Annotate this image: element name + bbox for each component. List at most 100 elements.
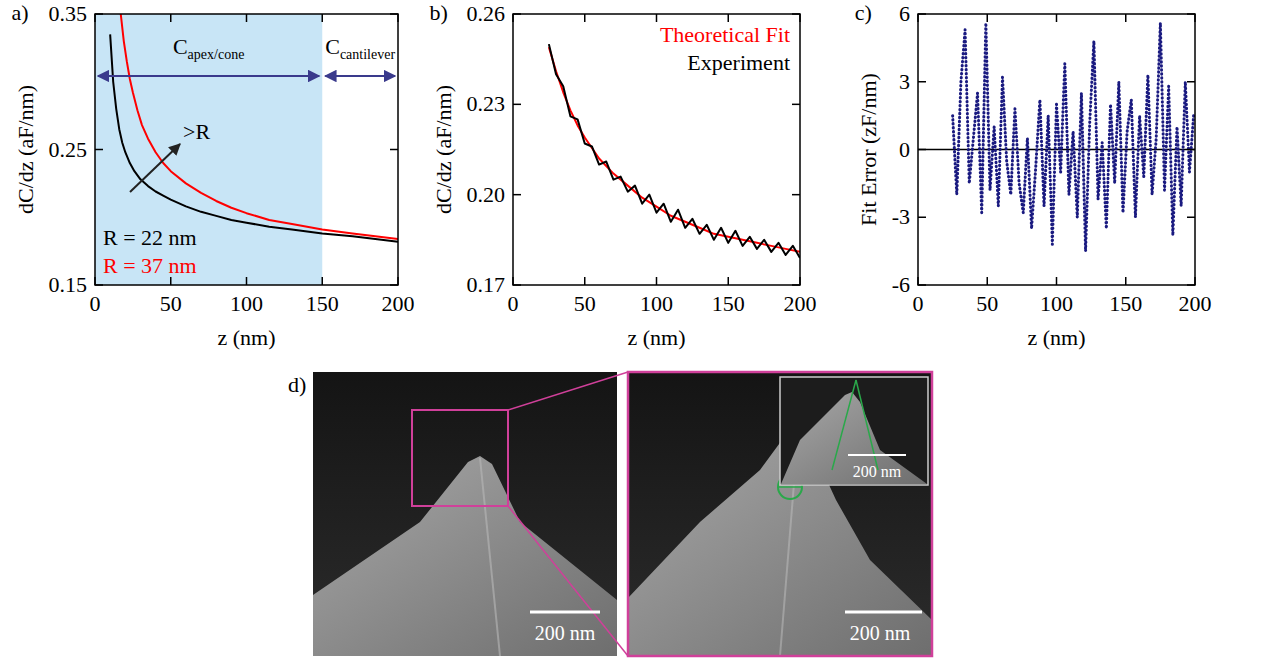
annotation-arrow: [130, 144, 180, 192]
x-tick-label: 50: [160, 291, 182, 316]
shaded-region: [95, 14, 322, 285]
y-tick: [390, 13, 398, 15]
scale-label: 200 nm: [853, 463, 902, 480]
y-tick-label: 0: [899, 137, 910, 162]
panel: 0501001502000.150.250.35z (nm)dC/dz (aF/…: [12, 0, 415, 350]
y-tick: [1187, 149, 1195, 151]
x-tick: [1194, 277, 1196, 285]
x-tick: [322, 14, 324, 22]
x-tick-label: 0: [508, 291, 519, 316]
series-group: [110, 14, 398, 242]
y-axis-title: dC/dz (aF/nm): [13, 85, 38, 214]
y-tick: [918, 81, 926, 83]
series-line: [953, 23, 1194, 251]
x-tick: [917, 277, 919, 285]
x-tick: [170, 277, 172, 285]
y-tick: [792, 284, 800, 286]
tip-edge: [480, 458, 500, 656]
x-tick: [584, 14, 586, 22]
y-tick: [1187, 13, 1195, 15]
x-tick: [728, 277, 730, 285]
scale-label: 200 nm: [850, 622, 911, 644]
y-tick: [95, 13, 103, 15]
region-label: Ccantilever: [325, 34, 395, 62]
region-label-sub: apex/cone: [188, 47, 245, 62]
plot-frame: [513, 14, 800, 285]
panel: 0501001502000.170.200.230.26z (nm)dC/dz …: [430, 0, 817, 350]
x-tick: [246, 14, 248, 22]
apex-diameter: [778, 486, 802, 488]
y-tick: [792, 194, 800, 196]
region-label-main: C: [325, 34, 340, 59]
y-tick-label: 0.26: [467, 1, 506, 26]
x-tick: [917, 14, 919, 22]
x-tick-label: 50: [976, 291, 998, 316]
panel-letter: c): [855, 0, 872, 25]
x-tick: [246, 277, 248, 285]
scale-bar: [530, 611, 600, 614]
y-tick: [95, 284, 103, 286]
x-axis-title: z (nm): [627, 325, 685, 350]
region-arrow: [325, 75, 395, 77]
sem-image: [313, 372, 617, 656]
y-tick: [95, 149, 103, 151]
legend-entry: Experiment: [687, 50, 790, 75]
y-tick-label: 6: [899, 1, 910, 26]
y-tick: [513, 13, 521, 15]
zoom-line: [508, 506, 628, 656]
legend-entry: R = 37 nm: [103, 253, 197, 278]
scale-bar: [848, 454, 906, 456]
y-tick-label: 0.17: [467, 272, 506, 297]
x-tick-label: 100: [230, 291, 263, 316]
x-tick-label: 50: [574, 291, 596, 316]
x-tick-label: 150: [712, 291, 745, 316]
x-axis-title: z (nm): [217, 325, 275, 350]
x-tick: [397, 277, 399, 285]
x-tick: [987, 14, 989, 22]
y-tick-label: 0.35: [49, 1, 88, 26]
region-label-main: C: [173, 34, 188, 59]
y-tick: [1187, 284, 1195, 286]
y-tick: [513, 194, 521, 196]
y-tick-label: 0.20: [467, 182, 506, 207]
x-tick: [1056, 277, 1058, 285]
annotation: >R: [183, 119, 210, 144]
y-tick-label: 0.15: [49, 272, 88, 297]
legend-entry: Theoretical Fit: [660, 22, 790, 47]
series-group: [953, 23, 1194, 251]
y-tick-label: -3: [892, 204, 910, 229]
x-tick-label: 100: [640, 291, 673, 316]
x-tick: [728, 14, 730, 22]
x-tick-label: 200: [1179, 291, 1212, 316]
y-tick: [1187, 81, 1195, 83]
zoom-frame: [628, 372, 932, 656]
y-tick: [390, 284, 398, 286]
plot-frame: [918, 14, 1195, 285]
series-line: [121, 14, 398, 239]
x-tick: [397, 14, 399, 22]
panel-letter: b): [430, 0, 448, 25]
y-tick: [918, 13, 926, 15]
figure: 0501001502000.150.250.35z (nm)dC/dz (aF/…: [0, 0, 1266, 660]
x-tick: [1056, 14, 1058, 22]
series-line: [549, 47, 800, 252]
y-tick-label: -6: [892, 272, 910, 297]
series-line: [549, 44, 800, 258]
y-axis-title: Fit Error (zF/nm): [856, 73, 881, 226]
sem-image: [628, 372, 932, 656]
x-axis-title: z (nm): [1027, 325, 1085, 350]
x-tick-label: 150: [1109, 291, 1142, 316]
zoom-box: [412, 410, 508, 506]
region-label: Capex/cone: [173, 34, 244, 62]
x-tick-label: 100: [1040, 291, 1073, 316]
y-tick: [918, 217, 926, 219]
y-tick: [918, 149, 926, 151]
x-tick: [1125, 14, 1127, 22]
x-tick: [584, 277, 586, 285]
x-tick: [1194, 14, 1196, 22]
zoom-line: [508, 372, 628, 410]
y-tick-label: 0.23: [467, 91, 506, 116]
y-tick: [792, 104, 800, 106]
scale-label: 200 nm: [535, 622, 596, 644]
y-tick: [390, 149, 398, 151]
